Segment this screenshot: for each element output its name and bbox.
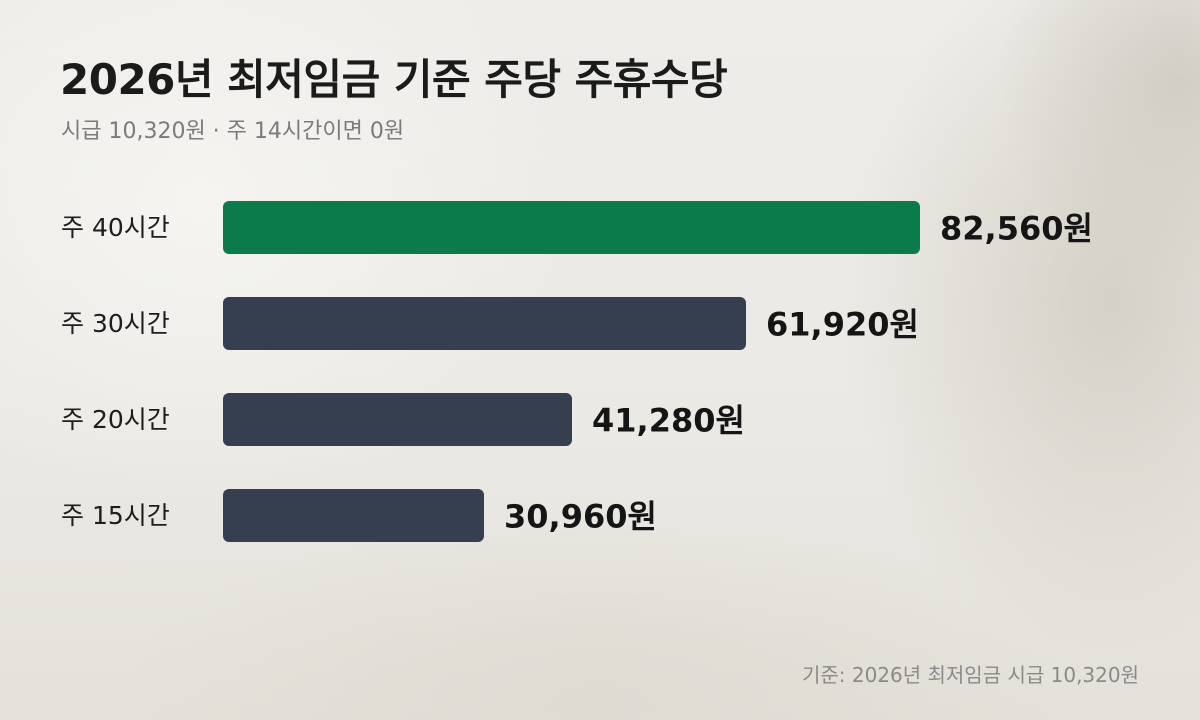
source-note: 기준: 2026년 최저임금 시급 10,320원 <box>801 663 1139 687</box>
category-label: 주 20시간 <box>61 405 170 434</box>
bar <box>223 297 746 350</box>
category-label: 주 40시간 <box>61 213 170 242</box>
value-label: 30,960원 <box>504 498 657 536</box>
chart-subtitle: 시급 10,320원 · 주 14시간이면 0원 <box>61 119 405 144</box>
bar <box>223 489 484 542</box>
value-label: 41,280원 <box>592 402 745 440</box>
value-label: 61,920원 <box>766 306 919 344</box>
bar <box>223 201 920 254</box>
bar <box>223 393 572 446</box>
value-label: 82,560원 <box>940 210 1093 248</box>
chart-title: 2026년 최저임금 기준 주당 주휴수당 <box>60 55 728 104</box>
category-label: 주 30시간 <box>61 309 170 338</box>
category-label: 주 15시간 <box>61 501 170 530</box>
